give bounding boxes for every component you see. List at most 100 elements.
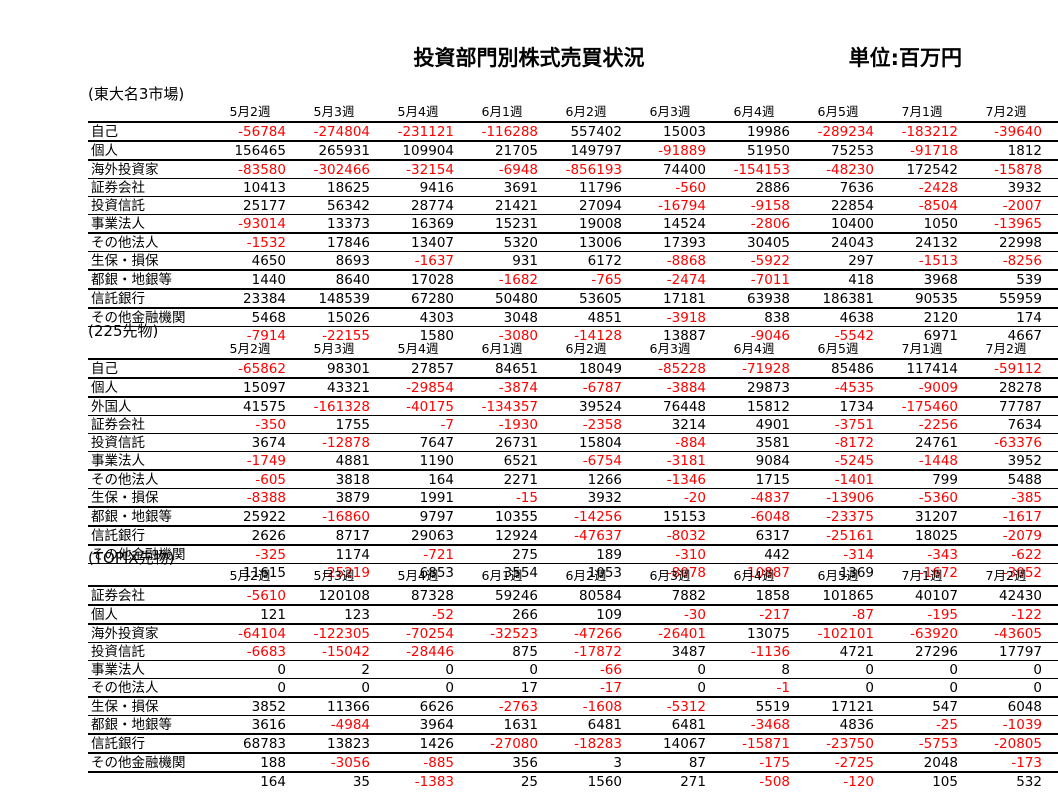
data-cell: -2474 [628, 269, 712, 290]
data-cell: 3 [544, 752, 628, 773]
data-cell: -12878 [292, 433, 376, 452]
column-header: 6月5週 [817, 568, 859, 583]
data-cell: 75253 [796, 140, 880, 161]
data-cell: 59246 [460, 585, 544, 606]
data-cell: 1053 [544, 563, 628, 581]
data-table: 5月2週 5月3週 5月4週 6月1週 6月2週 6月3週 6月4週 6月5週 7月1週 7月2週… [88, 341, 1058, 581]
data-cell: 22998 [964, 232, 1048, 252]
data-cell: 56342 [292, 196, 376, 215]
column-header: 6月2週 [565, 568, 607, 583]
data-cell: 27296 [880, 642, 964, 661]
data-cell: -71928 [712, 358, 796, 379]
data-cell: -2760 [1048, 326, 1058, 344]
table-row: 生保・損保 -8388 3879 1991 -15 3932 -20 -4837 -13906-… [88, 488, 1058, 508]
table-corner-cell [88, 104, 208, 122]
data-cell: 2441 [1048, 307, 1058, 327]
data-cell: -175460 [880, 396, 964, 416]
data-cell: 68783 [208, 733, 292, 754]
data-cell: 109 [544, 604, 628, 625]
data-cell: 15097 [208, 377, 292, 398]
data-cell: 146051 [1048, 288, 1058, 309]
data-cell: 101865 [796, 585, 880, 606]
data-cell: 11796 [544, 178, 628, 197]
data-cell: -5610 [208, 585, 292, 606]
table-row: 証券会社 -350 1755 -7 -1930 -2358 3214 4901 -3751 -22… [88, 415, 1058, 434]
data-cell: -6048 [712, 506, 796, 527]
data-cell: -2079 [964, 525, 1048, 546]
data-cell: 5488 [964, 469, 1048, 489]
row-label: 投資信託 [88, 642, 208, 661]
data-cell: 18049 [544, 358, 628, 379]
data-cell: -7 [376, 415, 460, 434]
data-cell: 21421 [460, 196, 544, 215]
data-cell: -40175 [376, 396, 460, 416]
data-cell: -23750 [796, 733, 880, 754]
data-cell: 90535 [880, 288, 964, 309]
data-cell: -43605 [964, 623, 1048, 643]
data-cell: 838 [712, 307, 796, 327]
data-cell: 117 [1048, 544, 1058, 564]
data-cell: 875 [460, 642, 544, 661]
table-row: 海外投資家 -83580 -302466 -32154 -6948 -856193 7440… [88, 159, 1058, 179]
data-cell: 25922 [208, 506, 292, 527]
data-cell: -6683 [208, 642, 292, 661]
data-cell: 13407 [376, 232, 460, 252]
data-cell: -175 [712, 752, 796, 773]
document-header: 投資部門別株式売買状況 単位:百万円 [0, 42, 1058, 72]
data-cell: 46641 [1048, 358, 1058, 379]
data-cell: 0 [628, 678, 712, 698]
data-cell: -65862 [208, 358, 292, 379]
data-cell: 1050 [880, 214, 964, 234]
column-header: 5月4週 [397, 341, 439, 356]
data-cell: -2428 [880, 178, 964, 197]
data-cell: 18604 [1048, 623, 1058, 643]
data-cell: -8256 [964, 251, 1048, 271]
data-cell: 0 [628, 660, 712, 679]
data-cell: -8032 [628, 525, 712, 546]
row-label: 自己 [88, 358, 208, 379]
data-cell: 3818 [292, 469, 376, 489]
data-cell: 8717 [292, 525, 376, 546]
table-row: 自己 -65862 98301 27857 84651 18049 -85228 -71928… [88, 358, 1058, 379]
data-cell: 0 [208, 678, 292, 698]
data-cell: -15878 [964, 159, 1048, 179]
data-cell: -16794 [628, 196, 712, 215]
data-cell: 27094 [544, 196, 628, 215]
data-cell: -560 [628, 178, 712, 197]
data-cell: 51950 [712, 140, 796, 161]
data-cell: -91718 [880, 140, 964, 161]
data-cell: 17121 [796, 696, 880, 716]
data-cell: -3056 [292, 752, 376, 773]
data-cell: -3468 [712, 715, 796, 735]
data-cell: -23375 [796, 506, 880, 527]
table-row: 信託銀行 2626 8717 29063 12924 -47637 -8032 6317 -25… [88, 525, 1058, 546]
row-label: 海外投資家 [88, 623, 208, 643]
data-cell: 4579 [1048, 178, 1058, 197]
data-cell: 3932 [964, 178, 1048, 197]
data-cell: -18283 [544, 733, 628, 754]
data-cell: 3691 [460, 178, 544, 197]
data-cell: 266 [460, 604, 544, 625]
data-cell: -8172 [796, 433, 880, 452]
data-cell: 6481 [628, 715, 712, 735]
data-cell: -1136 [712, 642, 796, 661]
data-cell: 8355 [1048, 488, 1058, 508]
data-cell: 3554 [460, 563, 544, 581]
column-header: 6月1週 [481, 104, 523, 119]
data-cell: 4650 [208, 251, 292, 271]
data-cell: 275 [460, 544, 544, 564]
data-cell: -6567 [1048, 415, 1058, 434]
row-label: その他金融機関 [88, 544, 208, 564]
data-cell: -64104 [208, 623, 292, 643]
table-row: 投資信託 25177 56342 28774 21421 27094 -16794 -9158… [88, 196, 1058, 215]
data-cell: 84651 [460, 358, 544, 379]
data-cell: -2358 [544, 415, 628, 434]
section-tokyo-3-markets: (東大名3市場) 5月2週 5月3週 5月4週 6月1週 6月2週 6月3週 6月4週 6月5… [88, 86, 1058, 344]
row-label: 証券会社 [88, 178, 208, 197]
table-row: 生保・損保 4650 8693 -1637 931 6172 -8868 -5922 297 -1… [88, 251, 1058, 271]
data-cell: -4535 [796, 377, 880, 398]
data-cell: 1755 [292, 415, 376, 434]
data-cell: -289234 [796, 121, 880, 142]
column-header: 7月2週 [985, 104, 1027, 119]
